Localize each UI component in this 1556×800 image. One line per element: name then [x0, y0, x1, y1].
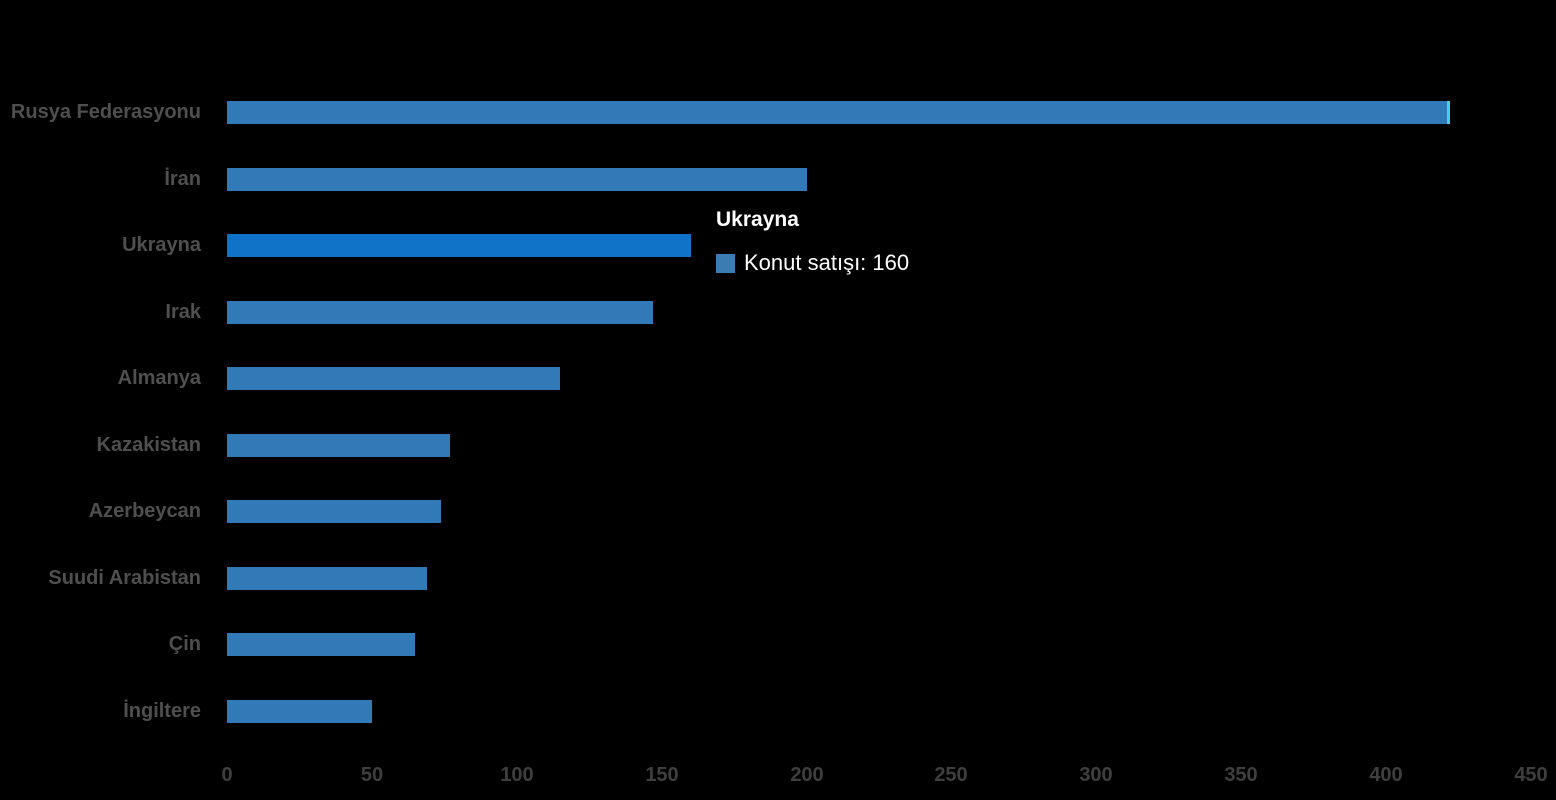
- x-tick-label: 0: [221, 764, 233, 786]
- category-label: İran: [164, 168, 201, 190]
- bar-end-accent: [1447, 101, 1450, 124]
- x-tick-label: 450: [1514, 764, 1548, 786]
- category-label: Rusya Federasyonu: [10, 101, 201, 123]
- tooltip: Ukrayna Konut satışı: 160: [716, 208, 909, 276]
- x-tick-label: 150: [645, 764, 679, 786]
- x-tick-label: 350: [1224, 764, 1258, 786]
- bar-çin[interactable]: [227, 633, 415, 656]
- category-label: Azerbeycan: [88, 500, 201, 522]
- x-tick-label: 100: [500, 764, 534, 786]
- bar-azerbeycan[interactable]: [227, 500, 441, 523]
- x-tick-label: 400: [1369, 764, 1403, 786]
- tooltip-title: Ukrayna: [716, 208, 799, 231]
- bar-rusya-federasyonu[interactable]: [227, 101, 1447, 124]
- x-tick-label: 250: [934, 764, 968, 786]
- series-color-swatch: [716, 253, 735, 273]
- bar-ukrayna[interactable]: [227, 234, 691, 257]
- category-label: Ukrayna: [122, 234, 201, 256]
- tooltip-value-text: Konut satışı: 160: [744, 250, 910, 275]
- x-tick-label: 200: [790, 764, 824, 786]
- category-label: Irak: [165, 301, 201, 323]
- category-label: Çin: [168, 633, 201, 655]
- x-tick-label: 300: [1079, 764, 1113, 786]
- bar-irak[interactable]: [227, 301, 653, 324]
- x-tick-label: 50: [360, 764, 384, 786]
- category-label: Kazakistan: [96, 434, 202, 456]
- bar-i̇ngiltere[interactable]: [227, 700, 372, 723]
- bar-suudi-arabistan[interactable]: [227, 567, 427, 590]
- category-label: İngiltere: [123, 700, 201, 722]
- category-label: Almanya: [117, 367, 201, 389]
- category-label: Suudi Arabistan: [48, 567, 201, 589]
- tooltip-series-row: Konut satışı: 160: [716, 250, 909, 276]
- bar-kazakistan[interactable]: [227, 434, 450, 457]
- bar-i̇ran[interactable]: [227, 168, 807, 191]
- bar-almanya[interactable]: [227, 367, 560, 390]
